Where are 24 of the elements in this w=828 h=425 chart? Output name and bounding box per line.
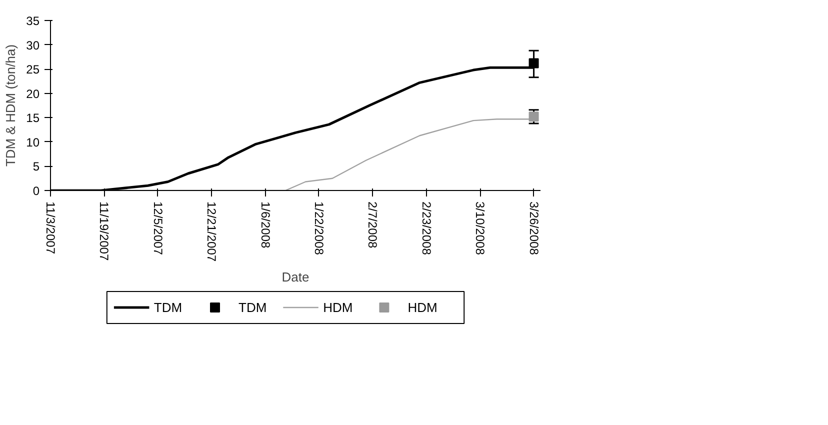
x-tick-label: 3/26/2008 — [526, 202, 541, 256]
y-tick-label: 5 — [32, 160, 40, 174]
x-tick-label: 3/10/2008 — [473, 202, 488, 256]
y-tick-label: 0 — [32, 184, 40, 198]
x-axis-title: Date — [282, 270, 310, 285]
x-tick-label: 12/21/2007 — [204, 202, 219, 262]
x-tick-label: 2/23/2008 — [419, 202, 434, 256]
legend-label: HDM — [323, 300, 353, 315]
y-tick-label: 30 — [26, 38, 40, 52]
x-tick-label: 11/3/2007 — [44, 202, 58, 254]
y-axis-title: TDM & HDM (ton/ha) — [3, 44, 18, 167]
x-tick-label: 12/5/2007 — [150, 202, 165, 256]
x-tick-label: 1/22/2008 — [312, 202, 326, 256]
y-tick-label: 15 — [26, 111, 40, 126]
legend-label: HDM — [408, 300, 438, 315]
legend-label: TDM — [238, 300, 267, 315]
y-tick-label: 10 — [26, 135, 40, 150]
x-tick-label: 2/7/2008 — [366, 202, 380, 249]
y-tick-label: 20 — [26, 86, 40, 101]
y-tick-label: 35 — [26, 14, 40, 28]
x-tick-label: 11/19/2007 — [97, 202, 112, 261]
y-tick-label: 25 — [26, 62, 40, 77]
legend-label: TDM — [154, 300, 182, 315]
x-tick-label: 1/6/2008 — [258, 202, 272, 249]
